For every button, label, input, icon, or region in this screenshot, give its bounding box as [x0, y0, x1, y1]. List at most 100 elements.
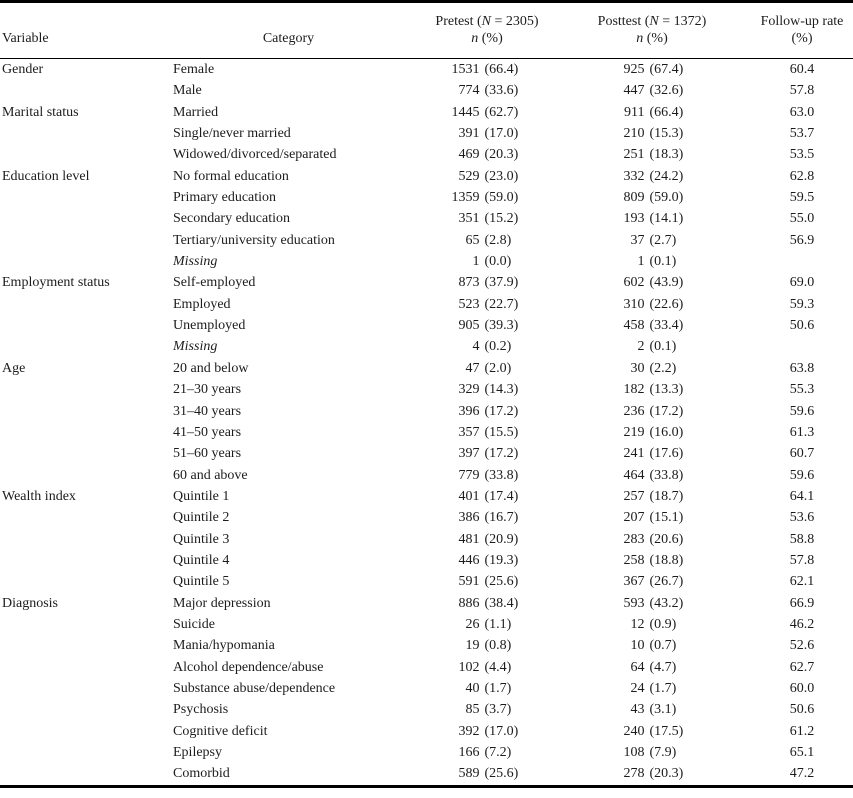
table-row: Marital status Married 1445 (62.7) 911 (66.4)… [0, 102, 853, 123]
category-cell: Mania/hypomania [173, 638, 275, 654]
variable-cell [0, 251, 170, 272]
posttest-cell-pct-value: (17.6) [649, 446, 684, 462]
table-row: Education level No formal education 529 (23… [0, 166, 853, 187]
posttest-cell-n-value: 458 [623, 318, 645, 334]
posttest-cell: 10 (0.7) [567, 635, 737, 656]
pretest-cell-pct-value: (37.9) [484, 275, 519, 291]
posttest-cell-group: 30 (2.2) [607, 358, 698, 379]
table-row: Comorbid 589 (25.6) 278 (20.3) 47.2 [0, 763, 853, 786]
pretest-cell-pct-value: (14.3) [484, 382, 519, 398]
pretest-cell-pct-value: (17.0) [484, 126, 519, 142]
posttest-cell-pct-value: (18.3) [649, 147, 684, 163]
followup-cell: 63.0 [789, 104, 815, 120]
pretest-cell-group: 4 (0.2) [442, 336, 533, 357]
followup-cell: 60.0 [789, 680, 815, 696]
posttest-cell: 43 (3.1) [567, 699, 737, 720]
pretest-cell-group: 481 (20.9) [442, 529, 533, 550]
header-followup-line1: Follow-up rate [760, 14, 844, 29]
pretest-cell-pct-value: (62.7) [484, 104, 519, 120]
posttest-cell-n-value: 257 [623, 488, 645, 504]
pretest-cell-n-value: 529 [458, 168, 480, 184]
header-row: Variable Category Pretest (N = 2305) n (… [0, 1, 853, 59]
pretest-cell-group: 19 (0.8) [442, 635, 533, 656]
variable-cell [0, 465, 170, 486]
pretest-cell-n-value: 774 [458, 83, 480, 99]
followup-cell: 58.8 [789, 531, 815, 547]
category-cell: Quintile 5 [173, 574, 230, 590]
posttest-cell-n-value: 602 [623, 275, 645, 291]
pretest-cell: 779 (33.8) [407, 465, 567, 486]
followup-cell: 64.1 [789, 488, 815, 504]
pretest-cell: 1531 (66.4) [407, 59, 567, 81]
posttest-cell: 240 (17.5) [567, 721, 737, 742]
posttest-cell: 458 (33.4) [567, 315, 737, 336]
pretest-cell-group: 391 (17.0) [442, 123, 533, 144]
pretest-cell-n-value: 351 [458, 211, 480, 227]
posttest-cell-pct-value: (17.5) [649, 723, 684, 739]
category-cell: Quintile 4 [173, 552, 230, 568]
table-row: Single/never married 391 (17.0) 210 (15.3) 53… [0, 123, 853, 144]
category-cell: 21–30 years [173, 382, 242, 398]
posttest-cell-group: 593 (43.2) [607, 593, 698, 614]
posttest-cell-group: 258 (18.8) [607, 550, 698, 571]
variable-cell [0, 571, 170, 592]
pretest-cell-pct-value: (17.2) [484, 403, 519, 419]
pretest-cell: 19 (0.8) [407, 635, 567, 656]
pretest-cell-pct-value: (23.0) [484, 168, 519, 184]
variable-cell [0, 144, 170, 165]
category-cell: 51–60 years [173, 446, 242, 462]
category-cell: Male [173, 83, 202, 99]
pretest-cell: 446 (19.3) [407, 550, 567, 571]
pretest-cell-pct-value: (17.2) [484, 446, 519, 462]
pretest-cell-pct-value: (20.3) [484, 147, 519, 163]
pretest-cell-group: 329 (14.3) [442, 379, 533, 400]
pretest-cell-group: 47 (2.0) [442, 358, 533, 379]
pretest-cell-n-value: 391 [458, 126, 480, 142]
category-cell: No formal education [173, 168, 289, 184]
variable-cell [0, 699, 170, 720]
pretest-cell-group: 774 (33.6) [442, 80, 533, 101]
pretest-cell: 102 (4.4) [407, 657, 567, 678]
pretest-cell-group: 396 (17.2) [442, 401, 533, 422]
pretest-cell-n-value: 392 [458, 723, 480, 739]
posttest-cell-n-value: 37 [630, 232, 645, 248]
posttest-cell-n-value: 367 [623, 574, 645, 590]
header-followup-line2: (%) [791, 31, 813, 46]
posttest-cell: 809 (59.0) [567, 187, 737, 208]
followup-cell: 57.8 [789, 552, 815, 568]
posttest-cell-n-value: 219 [623, 424, 645, 440]
category-cell: Alcohol dependence/abuse [173, 659, 324, 675]
pretest-cell: 329 (14.3) [407, 379, 567, 400]
table-row: Primary education 1359 (59.0) 809 (59.0) 59.5 [0, 187, 853, 208]
header-posttest: Posttest (N = 1372) n (%) [567, 1, 737, 59]
posttest-cell: 2 (0.1) [567, 336, 737, 357]
variable-cell [0, 230, 170, 251]
followup-cell: 50.6 [789, 702, 815, 718]
posttest-cell-group: 278 (20.3) [607, 763, 698, 784]
category-cell: 60 and above [173, 467, 248, 483]
pretest-cell: 886 (38.4) [407, 593, 567, 614]
variable-cell: Wealth index [2, 488, 76, 504]
category-cell: Single/never married [173, 126, 291, 142]
posttest-cell-n-value: 283 [623, 531, 645, 547]
variable-cell [0, 336, 170, 357]
category-cell: Suicide [173, 616, 215, 632]
posttest-cell-group: 240 (17.5) [607, 721, 698, 742]
pretest-cell: 591 (25.6) [407, 571, 567, 592]
category-cell: Substance abuse/dependence [173, 680, 336, 696]
pretest-cell-pct-value: (2.8) [484, 232, 512, 248]
posttest-cell-n-value: 30 [630, 360, 645, 376]
followup-cell: 53.7 [789, 126, 815, 142]
posttest-cell-n-value: 278 [623, 766, 645, 782]
pretest-cell-n-value: 329 [458, 382, 480, 398]
table-row: 51–60 years 397 (17.2) 241 (17.6) 60.7 [0, 443, 853, 464]
posttest-cell-pct-value: (18.7) [649, 488, 684, 504]
table-row: Quintile 3 481 (20.9) 283 (20.6) 58.8 [0, 529, 853, 550]
posttest-cell: 24 (1.7) [567, 678, 737, 699]
posttest-cell: 193 (14.1) [567, 208, 737, 229]
posttest-cell-pct-value: (22.6) [649, 296, 684, 312]
pretest-cell: 401 (17.4) [407, 486, 567, 507]
followup-cell: 60.7 [789, 446, 815, 462]
table-row: Quintile 2 386 (16.7) 207 (15.1) 53.6 [0, 507, 853, 528]
